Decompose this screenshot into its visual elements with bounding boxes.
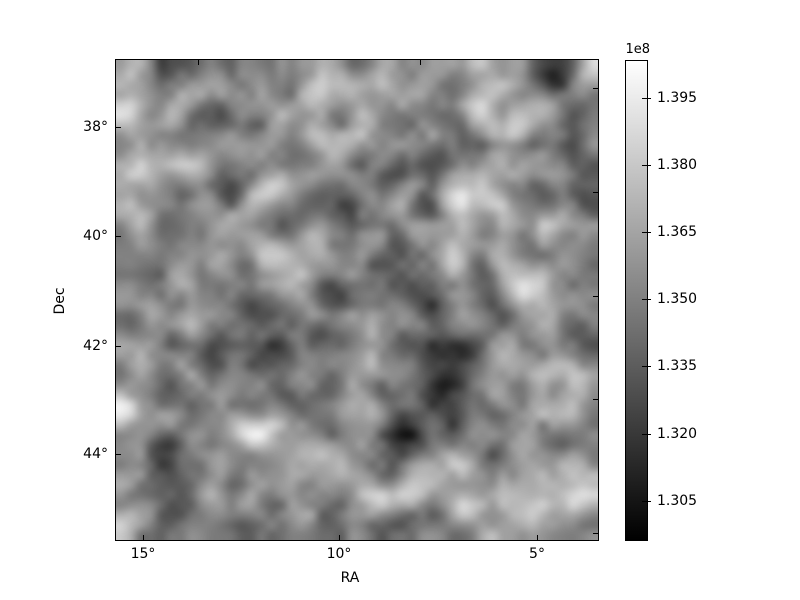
- y-tick-mark: [116, 454, 121, 455]
- right-tick-mark: [593, 192, 598, 193]
- colorbar-tick-mark: [642, 232, 651, 233]
- colorbar: [625, 60, 648, 541]
- x-tick-mark: [339, 535, 340, 540]
- colorbar-tick-mark: [642, 299, 651, 300]
- y-tick-label: 38°: [83, 119, 108, 135]
- y-tick-label: 42°: [83, 338, 108, 354]
- colorbar-tick-label: 1.380: [657, 157, 698, 173]
- x-tick-mark: [143, 535, 144, 540]
- top-tick-mark: [198, 60, 199, 65]
- right-tick-mark: [593, 296, 598, 297]
- colorbar-tick-mark: [642, 501, 651, 502]
- colorbar-tick-label: 1.320: [657, 426, 698, 442]
- colorbar-tick-label: 1.350: [657, 291, 698, 307]
- heatmap-image: [116, 60, 598, 540]
- y-tick-label: 44°: [83, 446, 108, 462]
- colorbar-tick-label: 1.365: [657, 224, 698, 240]
- x-tick-label: 15°: [130, 546, 156, 562]
- right-tick-mark: [593, 533, 598, 534]
- colorbar-tick-label: 1.395: [657, 90, 698, 106]
- right-tick-mark: [593, 399, 598, 400]
- plot-frame: [115, 59, 599, 541]
- right-tick-mark: [593, 88, 598, 89]
- y-tick-mark: [116, 236, 121, 237]
- colorbar-tick-mark: [642, 434, 651, 435]
- colorbar-tick-label: 1.305: [657, 493, 698, 509]
- colorbar-tick-mark: [642, 366, 651, 367]
- y-axis-label: Dec: [52, 287, 68, 315]
- y-tick-mark: [116, 346, 121, 347]
- x-axis-label: RA: [340, 570, 360, 586]
- colorbar-tick-mark: [642, 165, 651, 166]
- x-tick-label: 10°: [326, 546, 352, 562]
- x-tick-label: 5°: [529, 546, 545, 562]
- top-tick-mark: [420, 60, 421, 65]
- y-tick-label: 40°: [83, 228, 108, 244]
- x-tick-mark: [537, 535, 538, 540]
- y-tick-mark: [116, 127, 121, 128]
- colorbar-scale-label: 1e8: [625, 42, 650, 57]
- colorbar-tick-mark: [642, 98, 651, 99]
- colorbar-tick-label: 1.335: [657, 358, 698, 374]
